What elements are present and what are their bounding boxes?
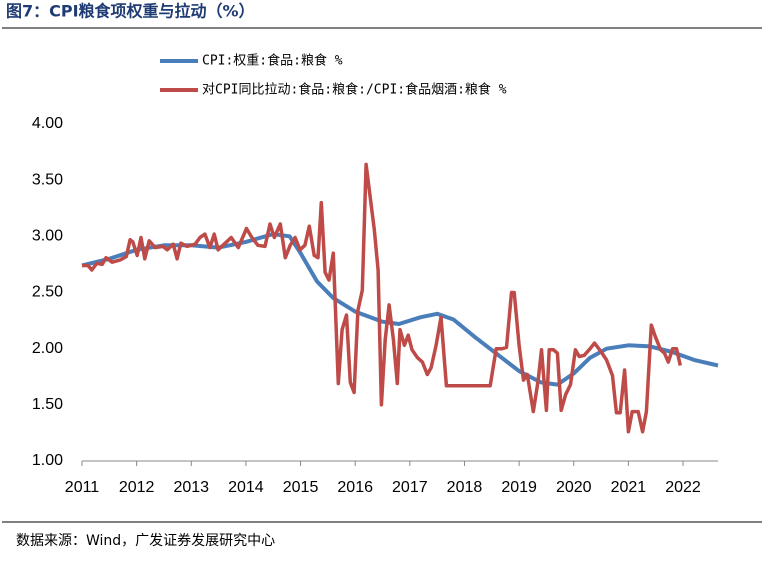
y-tick-label: 3.50 <box>32 171 63 188</box>
x-tick-label: 2021 <box>611 479 647 496</box>
y-tick-label: 2.00 <box>32 340 63 357</box>
x-tick-label: 2015 <box>283 479 319 496</box>
x-tick-label: 2016 <box>337 479 373 496</box>
chart-title: 图7：CPI粮食项权重与拉动（%） <box>6 2 255 21</box>
y-tick-label: 1.00 <box>32 452 63 469</box>
legend-label: 对CPI同比拉动:食品:粮食:/CPI:食品烟酒:粮食 % <box>202 82 507 98</box>
y-tick-label: 1.50 <box>32 396 63 413</box>
x-tick-label: 2013 <box>173 479 209 496</box>
x-tick-label: 2014 <box>228 479 264 496</box>
y-tick-label: 3.00 <box>32 228 63 245</box>
x-tick-label: 2011 <box>65 479 100 496</box>
series-line <box>82 162 683 434</box>
source: 数据来源：Wind，广发证券发展研究中心 <box>16 533 275 549</box>
x-tick-label: 2020 <box>556 479 592 496</box>
y-tick-label: 2.50 <box>32 284 63 301</box>
x-tick-label: 2019 <box>501 479 537 496</box>
x-tick-label: 2018 <box>447 479 483 496</box>
x-tick-label: 2022 <box>665 479 701 496</box>
x-tick-label: 2012 <box>119 479 155 496</box>
y-tick-label: 4.00 <box>32 115 63 132</box>
x-tick-label: 2017 <box>392 479 428 496</box>
legend-label: CPI:权重:食品:粮食 % <box>202 53 343 69</box>
